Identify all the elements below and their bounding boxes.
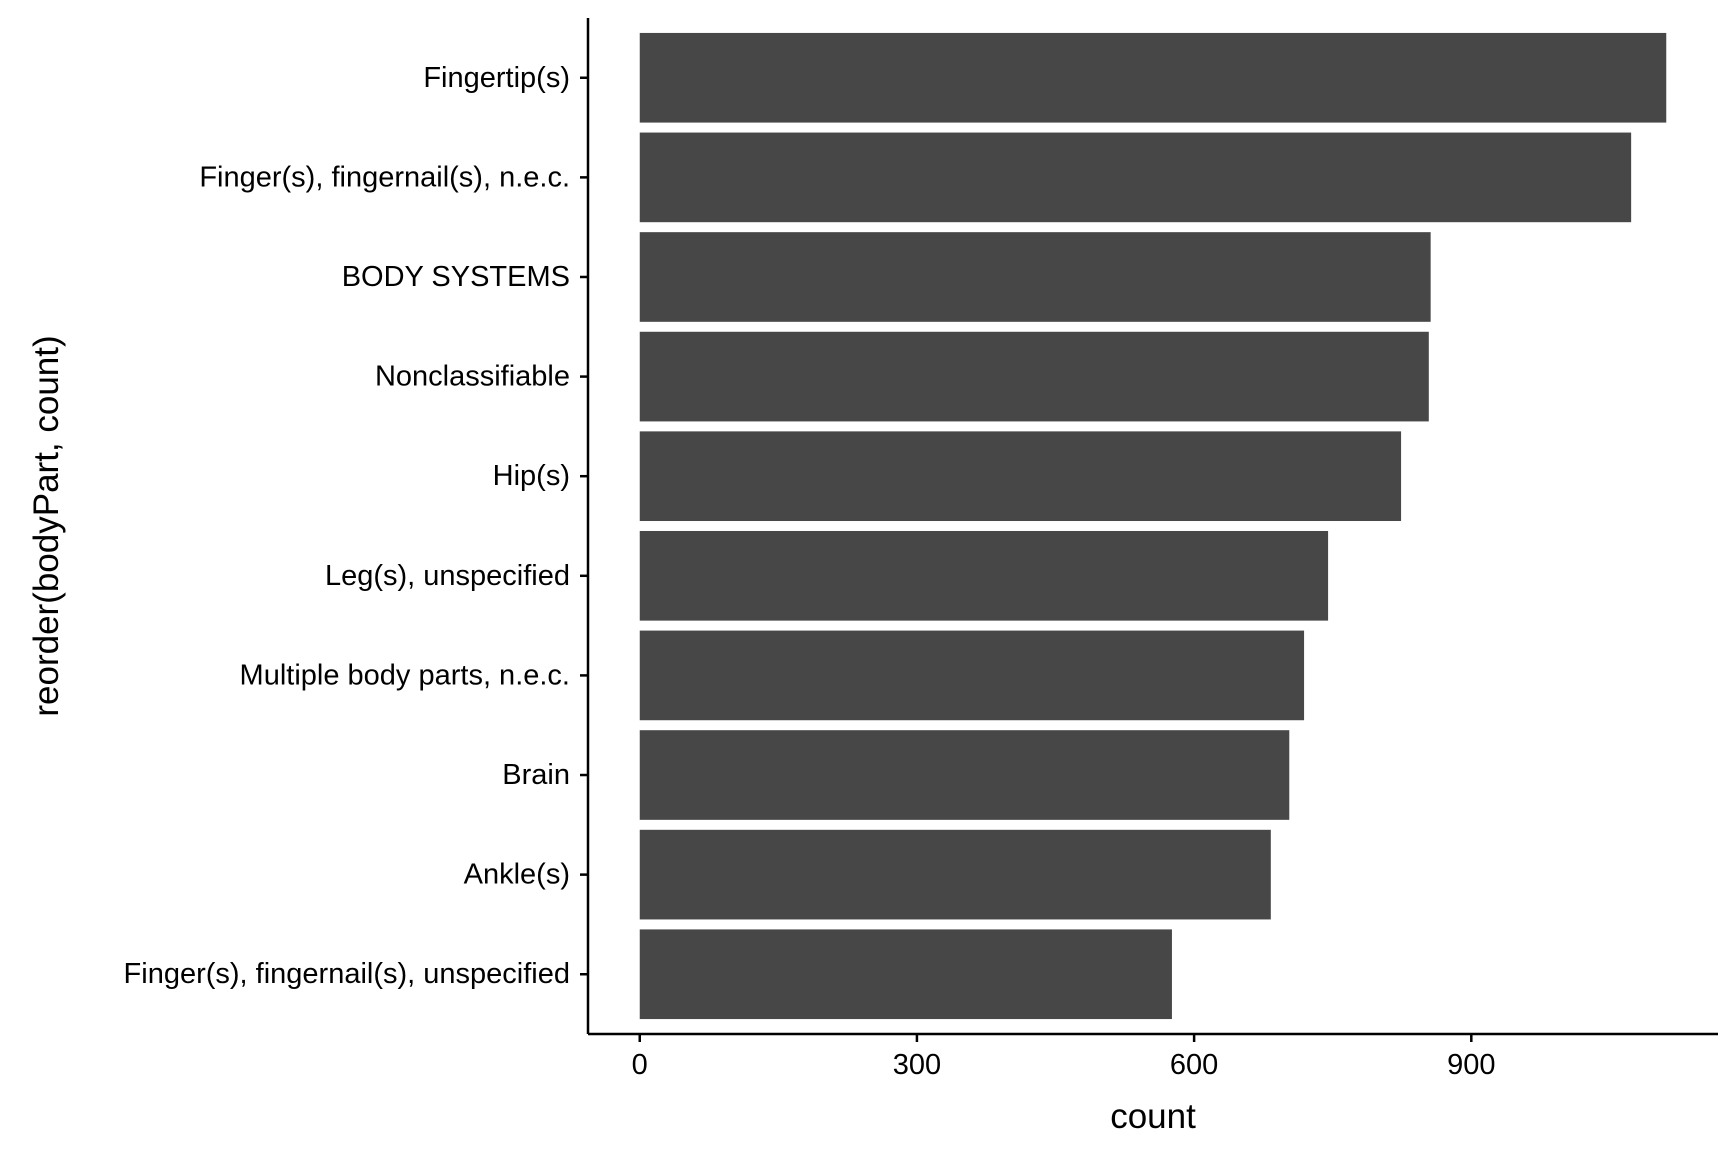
bars-group	[639, 32, 1667, 1020]
bar	[639, 32, 1667, 123]
x-tick-label: 300	[893, 1049, 941, 1081]
bar	[639, 232, 1431, 322]
y-tick-label: Hip(s)	[493, 460, 570, 492]
bar	[639, 530, 1329, 621]
bar	[639, 730, 1290, 820]
y-tick-label: BODY SYSTEMS	[342, 261, 570, 293]
y-tick-label: Multiple body parts, n.e.c.	[240, 659, 570, 691]
y-tick-label: Ankle(s)	[464, 859, 570, 891]
x-tick-label: 600	[1170, 1049, 1218, 1081]
y-tick-label: Finger(s), fingernail(s), unspecified	[124, 958, 570, 990]
y-axis-title: reorder(bodyPart, count)	[27, 335, 66, 716]
x-axis-ticks: 0 300 600 900	[632, 1034, 1495, 1081]
bar	[639, 132, 1632, 223]
x-tick-label: 0	[632, 1049, 648, 1081]
bar	[639, 929, 1172, 1020]
y-tick-label: Finger(s), fingernail(s), n.e.c.	[199, 161, 570, 193]
x-tick-label: 900	[1447, 1049, 1495, 1081]
bar	[639, 331, 1429, 422]
bar	[639, 630, 1305, 721]
bar	[639, 829, 1271, 920]
y-axis-ticks: Finger(s), fingernail(s), unspecified Ank…	[124, 62, 588, 990]
axes-group	[586, 18, 1718, 1036]
y-tick-label: Brain	[502, 759, 570, 791]
y-tick-label: Fingertip(s)	[423, 62, 570, 94]
y-tick-label: Nonclassifiable	[375, 361, 570, 393]
x-axis-title: count	[1110, 1097, 1196, 1136]
bar	[639, 431, 1402, 522]
y-tick-label: Leg(s), unspecified	[325, 560, 570, 592]
